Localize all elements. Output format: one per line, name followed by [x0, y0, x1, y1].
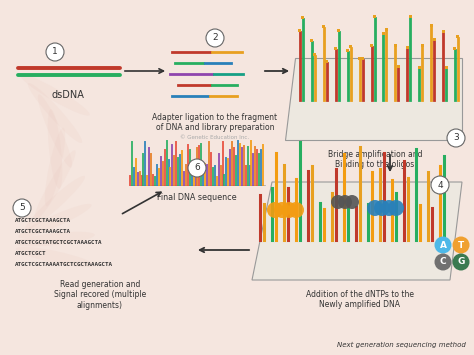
Text: Bridge amplification and
Binding to the oligos: Bridge amplification and Binding to the …: [328, 150, 422, 169]
Circle shape: [453, 236, 470, 253]
Text: Adapter ligation to the fragment
of DNA and library preparation: Adapter ligation to the fragment of DNA …: [153, 113, 278, 132]
FancyBboxPatch shape: [361, 57, 364, 60]
FancyBboxPatch shape: [382, 32, 385, 35]
Text: ATGCTCGCTATGCTCGCTAAAGCTA: ATGCTCGCTATGCTCGCTAAAGCTA: [15, 240, 102, 245]
FancyBboxPatch shape: [301, 16, 304, 19]
Text: ATGCTCGCTAAAGCTA: ATGCTCGCTAAAGCTA: [15, 229, 71, 234]
Circle shape: [281, 202, 297, 218]
FancyBboxPatch shape: [346, 49, 349, 52]
Circle shape: [453, 253, 470, 271]
Circle shape: [435, 236, 452, 253]
Circle shape: [345, 195, 359, 209]
Circle shape: [267, 202, 283, 218]
Ellipse shape: [18, 204, 91, 238]
Text: © Genetic Education Inc.: © Genetic Education Inc.: [181, 135, 250, 140]
Circle shape: [374, 200, 390, 216]
FancyBboxPatch shape: [418, 66, 421, 69]
FancyBboxPatch shape: [445, 66, 447, 69]
Circle shape: [367, 200, 383, 216]
FancyBboxPatch shape: [337, 29, 340, 32]
Circle shape: [13, 199, 31, 217]
FancyBboxPatch shape: [406, 46, 409, 49]
Ellipse shape: [25, 176, 85, 230]
FancyBboxPatch shape: [433, 38, 436, 41]
FancyBboxPatch shape: [409, 15, 412, 18]
Text: 6: 6: [194, 164, 200, 173]
FancyBboxPatch shape: [397, 65, 400, 68]
Text: C: C: [440, 257, 447, 267]
Circle shape: [274, 202, 290, 218]
FancyBboxPatch shape: [385, 28, 388, 31]
Circle shape: [331, 195, 345, 209]
Circle shape: [388, 200, 404, 216]
Text: Final DNA sequence: Final DNA sequence: [157, 193, 237, 202]
Text: 5: 5: [19, 203, 25, 213]
Text: Next generation sequencing method: Next generation sequencing method: [337, 342, 466, 348]
FancyBboxPatch shape: [358, 57, 361, 60]
FancyBboxPatch shape: [334, 47, 337, 50]
Circle shape: [381, 200, 397, 216]
Ellipse shape: [34, 150, 76, 220]
Circle shape: [206, 29, 224, 47]
Text: T: T: [458, 240, 464, 250]
FancyBboxPatch shape: [456, 35, 459, 38]
Text: G: G: [457, 257, 465, 267]
FancyBboxPatch shape: [349, 45, 352, 48]
Text: Read generation and
Signal recored (multiple
alignments): Read generation and Signal recored (mult…: [54, 280, 146, 310]
FancyBboxPatch shape: [442, 30, 445, 33]
Text: Addition of the dNTPs to the
Newly amplified DNA: Addition of the dNTPs to the Newly ampli…: [306, 290, 414, 310]
Text: ATGCTCGCTAAAATGCTCGCTAAAGCTA: ATGCTCGCTAAAATGCTCGCTAAAGCTA: [15, 262, 113, 267]
Ellipse shape: [38, 94, 72, 168]
Text: ATGCTCGCTAAAGCTA: ATGCTCGCTAAAGCTA: [15, 218, 71, 223]
Ellipse shape: [45, 128, 65, 206]
Ellipse shape: [48, 109, 62, 189]
FancyBboxPatch shape: [299, 29, 301, 32]
Text: 3: 3: [453, 133, 459, 142]
Circle shape: [46, 43, 64, 61]
FancyBboxPatch shape: [322, 25, 325, 28]
FancyBboxPatch shape: [373, 15, 376, 18]
Circle shape: [288, 202, 304, 218]
Text: 4: 4: [437, 180, 443, 190]
Ellipse shape: [28, 83, 82, 143]
FancyBboxPatch shape: [310, 39, 313, 42]
Ellipse shape: [16, 247, 94, 267]
FancyBboxPatch shape: [421, 44, 424, 47]
Text: A: A: [439, 240, 447, 250]
Text: dsDNA: dsDNA: [52, 90, 84, 100]
Circle shape: [447, 129, 465, 147]
FancyBboxPatch shape: [394, 44, 397, 47]
Ellipse shape: [15, 232, 95, 246]
Text: ATGCTCGCT: ATGCTCGCT: [15, 251, 46, 256]
FancyBboxPatch shape: [454, 47, 456, 50]
FancyBboxPatch shape: [429, 24, 433, 27]
Circle shape: [431, 176, 449, 194]
Circle shape: [435, 253, 452, 271]
Polygon shape: [285, 58, 462, 140]
FancyBboxPatch shape: [325, 60, 328, 63]
Circle shape: [188, 159, 206, 177]
Polygon shape: [252, 182, 462, 280]
FancyBboxPatch shape: [370, 44, 373, 47]
Ellipse shape: [20, 74, 90, 116]
FancyBboxPatch shape: [313, 53, 317, 56]
Text: 1: 1: [52, 48, 58, 56]
Text: 2: 2: [212, 33, 218, 43]
Circle shape: [338, 195, 352, 209]
